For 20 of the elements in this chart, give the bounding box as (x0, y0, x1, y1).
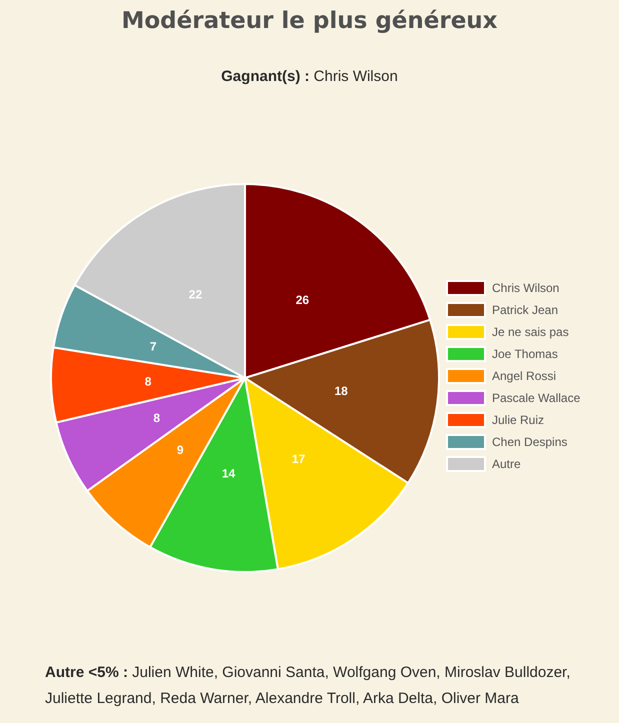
data-label: 17 (292, 452, 306, 466)
data-label: 8 (153, 411, 160, 426)
data-label: 18 (334, 384, 348, 398)
data-label: 8 (144, 374, 152, 389)
text: Autre <5% : Julien White, Giovanni Santa, Wolfgang Oven, Miroslav Bulldozer, Juliette Legrand, Reda Warner, Alexandre Troll, Arka Delta, Oliver Mara (45, 663, 572, 709)
legend-label: Joe Thomas (492, 347, 558, 361)
data-label: 9 (176, 443, 184, 458)
legend-label: Autre (492, 457, 521, 471)
legend-label: Patrick Jean (492, 303, 558, 317)
chart-subtitle: Gagnant(s) : Chris Wilson (220, 68, 399, 85)
data-label: 14 (222, 466, 236, 481)
legend-label: Chen Despins (492, 435, 568, 449)
legend-label: Je ne sais pas (492, 325, 569, 339)
legend-label: Pascale Wallace (492, 391, 580, 405)
data-label: 26 (296, 292, 310, 307)
legend-label: Angel Rossi (492, 369, 556, 383)
legend-label: Julie Ruiz (492, 413, 544, 427)
chart-title: Modérateur le plus généreux (120, 8, 499, 34)
data-label: 7 (150, 340, 157, 354)
legend-label: Chris Wilson (492, 281, 560, 295)
